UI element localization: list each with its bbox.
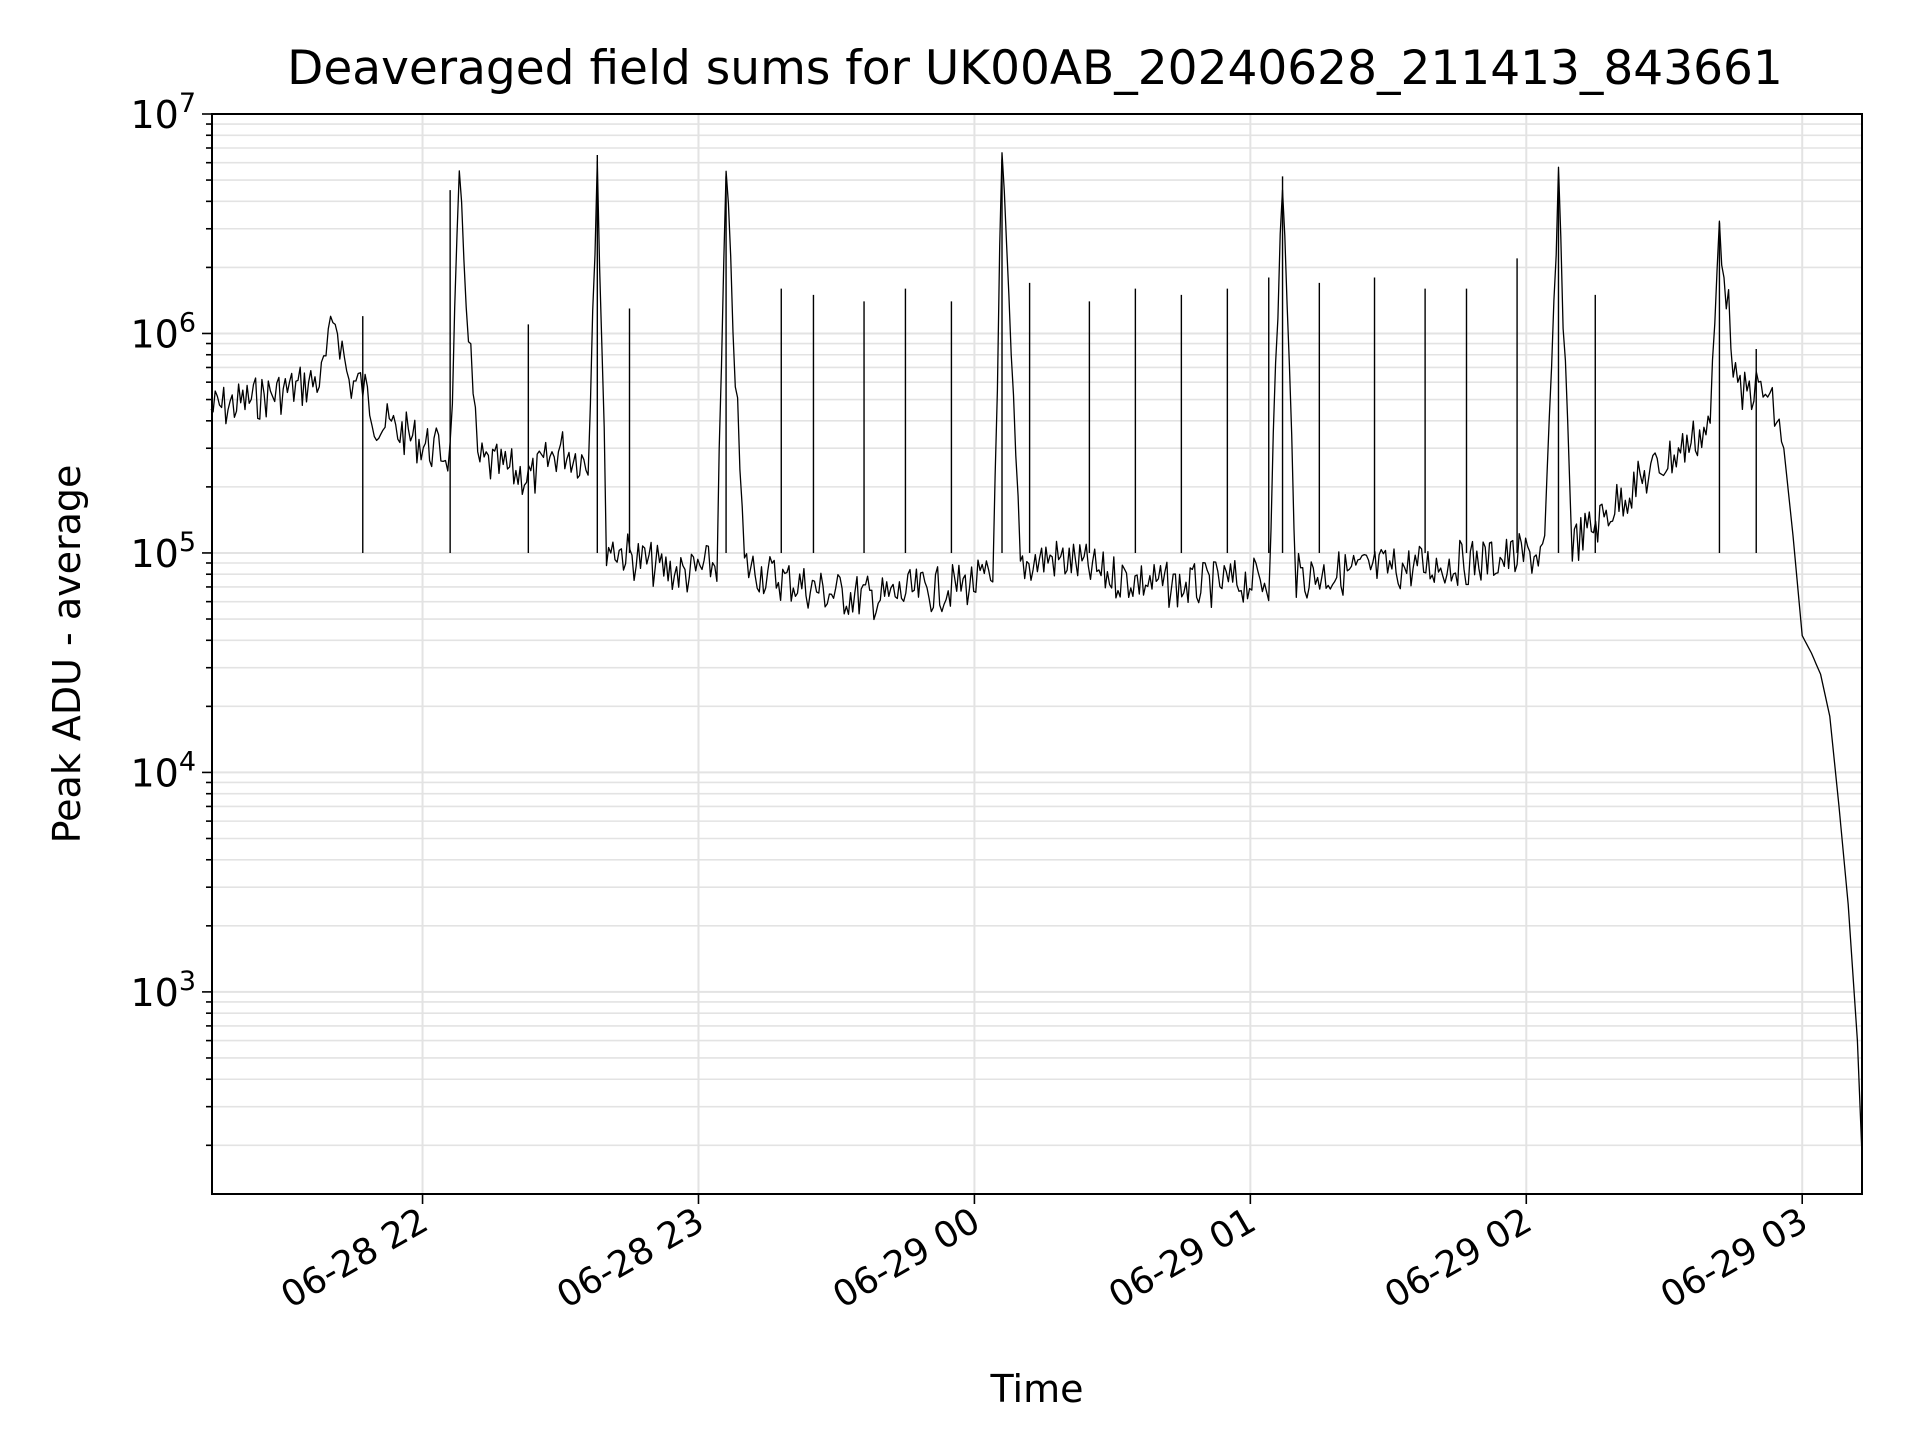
grid-lines — [212, 113, 1862, 1194]
chart-title: Deaveraged field sums for UK00AB_2024062… — [287, 41, 1783, 96]
plot-frame — [211, 113, 1863, 1195]
x-axis-label: Time — [990, 1367, 1084, 1411]
y-tick-label: 104 — [130, 746, 196, 795]
y-tick-label: 105 — [130, 527, 196, 576]
y-axis: 103 104 105 106 107 — [130, 88, 212, 1147]
y-axis-label: Peak ADU - average — [45, 465, 89, 844]
y-tick-label: 103 — [130, 966, 196, 1015]
data-series — [210, 152, 1863, 1156]
y-tick-label: 107 — [130, 88, 196, 137]
series-line — [210, 152, 1863, 1156]
y-tick-label: 106 — [130, 307, 196, 356]
